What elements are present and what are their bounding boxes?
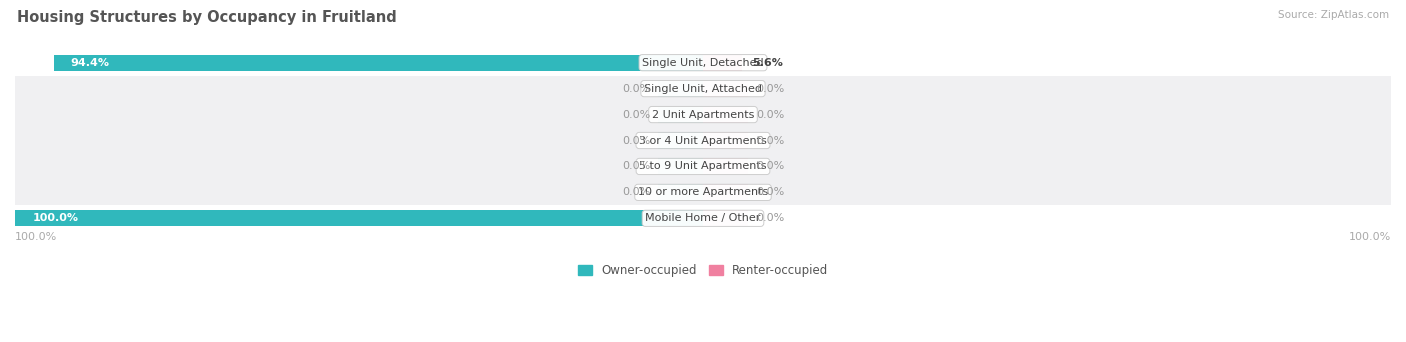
Text: 0.0%: 0.0% xyxy=(621,187,650,197)
Text: 0.0%: 0.0% xyxy=(756,84,785,94)
Bar xyxy=(703,210,748,226)
Bar xyxy=(658,81,703,97)
Bar xyxy=(15,76,1391,102)
Text: Housing Structures by Occupancy in Fruitland: Housing Structures by Occupancy in Fruit… xyxy=(17,10,396,25)
Text: 94.4%: 94.4% xyxy=(70,58,110,68)
Bar xyxy=(703,158,748,174)
Bar xyxy=(15,205,1391,231)
Legend: Owner-occupied, Renter-occupied: Owner-occupied, Renter-occupied xyxy=(578,264,828,277)
Bar xyxy=(53,55,703,71)
Bar xyxy=(658,106,703,122)
Bar xyxy=(15,210,703,226)
Text: 0.0%: 0.0% xyxy=(756,213,785,223)
Text: 100.0%: 100.0% xyxy=(1348,232,1391,242)
Text: 100.0%: 100.0% xyxy=(15,232,58,242)
Bar xyxy=(15,154,1391,180)
Bar xyxy=(658,132,703,148)
Text: 2 Unit Apartments: 2 Unit Apartments xyxy=(652,109,754,120)
Text: Mobile Home / Other: Mobile Home / Other xyxy=(645,213,761,223)
Text: 0.0%: 0.0% xyxy=(621,109,650,120)
Bar xyxy=(15,128,1391,154)
Text: 5 to 9 Unit Apartments: 5 to 9 Unit Apartments xyxy=(640,161,766,171)
Bar xyxy=(703,81,748,97)
Text: 5.6%: 5.6% xyxy=(752,58,783,68)
Bar xyxy=(703,106,748,122)
Bar xyxy=(15,50,1391,76)
Bar xyxy=(703,184,748,200)
Text: 0.0%: 0.0% xyxy=(756,161,785,171)
Text: 100.0%: 100.0% xyxy=(32,213,79,223)
Text: 0.0%: 0.0% xyxy=(756,135,785,145)
Bar xyxy=(703,132,748,148)
Text: 0.0%: 0.0% xyxy=(756,109,785,120)
Text: 10 or more Apartments: 10 or more Apartments xyxy=(638,187,768,197)
Text: 3 or 4 Unit Apartments: 3 or 4 Unit Apartments xyxy=(640,135,766,145)
Bar xyxy=(15,180,1391,205)
Text: Source: ZipAtlas.com: Source: ZipAtlas.com xyxy=(1278,10,1389,20)
Bar xyxy=(658,184,703,200)
Bar xyxy=(703,55,741,71)
Text: Single Unit, Attached: Single Unit, Attached xyxy=(644,84,762,94)
Text: 0.0%: 0.0% xyxy=(756,187,785,197)
Text: 0.0%: 0.0% xyxy=(621,161,650,171)
Bar xyxy=(658,158,703,174)
Text: Single Unit, Detached: Single Unit, Detached xyxy=(643,58,763,68)
Bar xyxy=(15,102,1391,128)
Text: 0.0%: 0.0% xyxy=(621,84,650,94)
Text: 0.0%: 0.0% xyxy=(621,135,650,145)
